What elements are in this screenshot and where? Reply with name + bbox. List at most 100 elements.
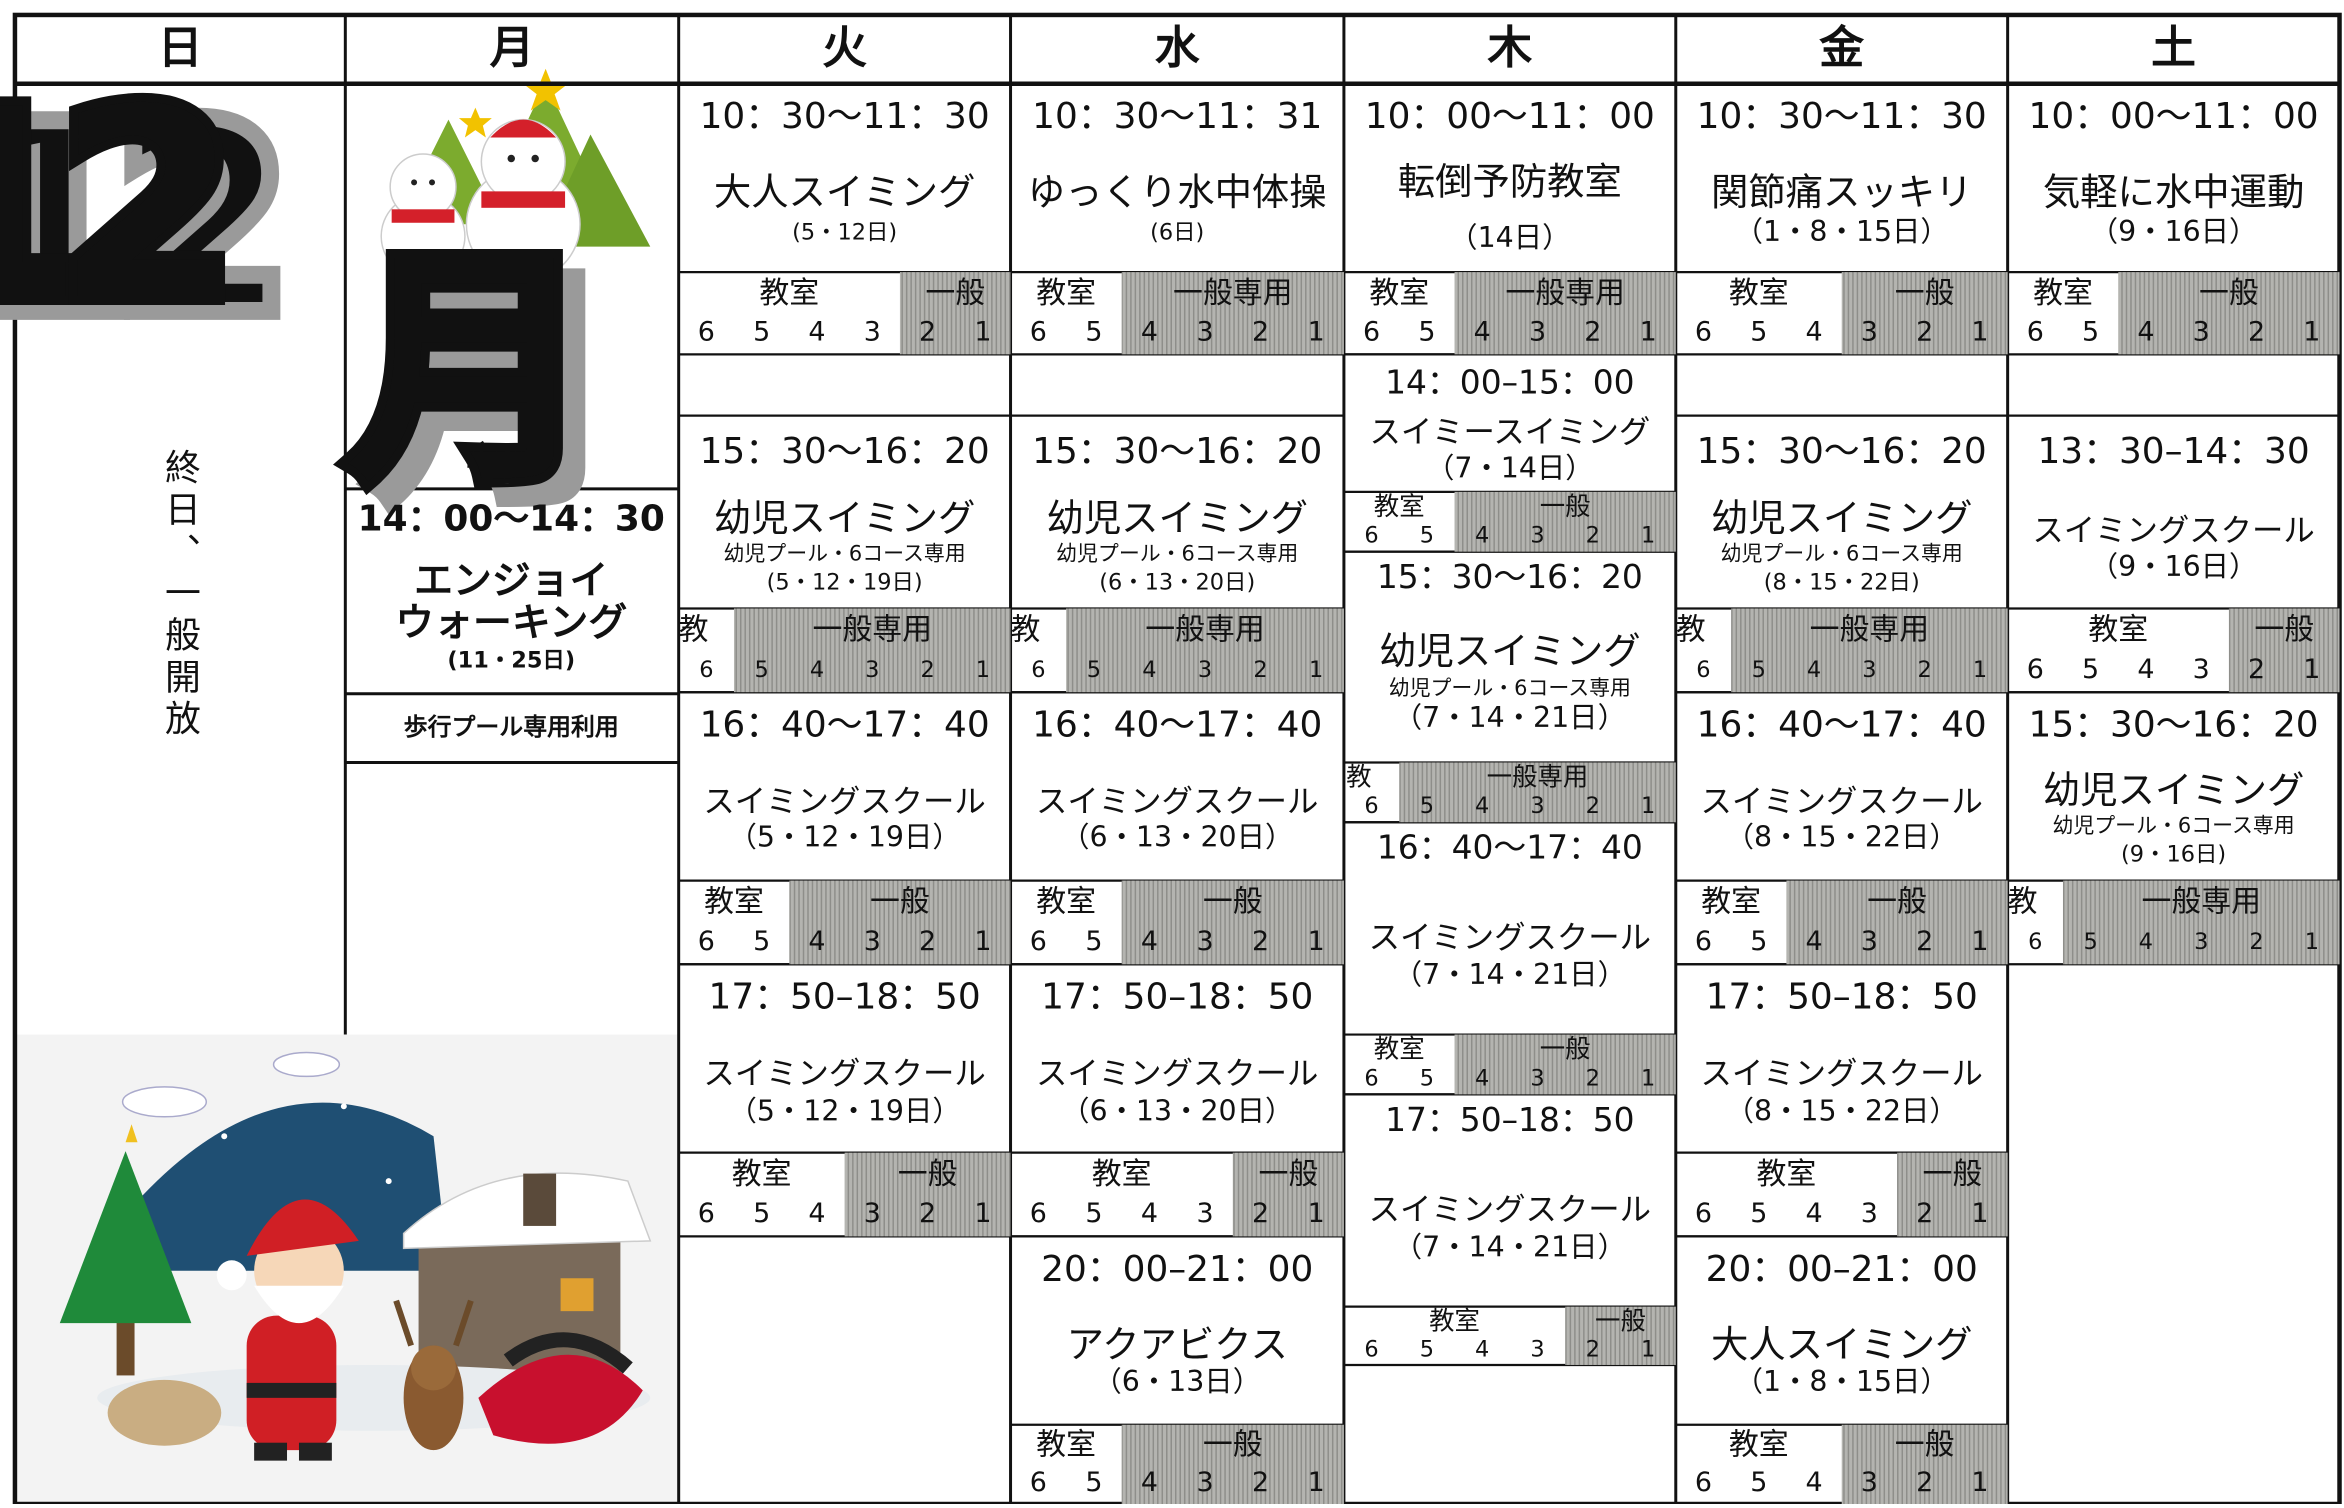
general-label: 一般 [1540, 1034, 1591, 1064]
classroom-label: 教室 [1374, 1034, 1425, 1064]
classroom-label: 教 [2008, 885, 2038, 920]
class-title: 転倒予防教室 [1398, 159, 1622, 203]
class-time: 16：40～17：40 [700, 705, 990, 746]
lane-number: 1 [974, 1198, 991, 1229]
lane-number: 6 [1695, 1198, 1712, 1229]
class-title: スイミングスクール [1701, 1056, 1983, 1092]
lane-number: 1 [1971, 926, 1988, 957]
class-time: 17：50–18：50 [1041, 977, 1313, 1018]
general-label: 一般 [898, 1157, 958, 1192]
general-lanes [899, 272, 1011, 355]
general-lanes [1786, 880, 2008, 965]
classroom-label: 教室 [1369, 276, 1429, 311]
lane-number: 1 [1641, 523, 1655, 549]
class-time: 16：40～17：40 [1697, 705, 1987, 746]
class-time: 15：30～16：20 [1697, 431, 1987, 472]
class-title: スイミングスクール [1701, 784, 1983, 820]
lane-number: 4 [808, 316, 825, 347]
class-title: スイミングスクール [2032, 513, 2314, 549]
general-label: 一般専用 [1505, 276, 1625, 311]
class-title: 大人スイミング [714, 170, 976, 214]
lane-number: 1 [2305, 929, 2319, 955]
class-dates: （6・13・20日） [1061, 1094, 1293, 1127]
class-dates: (8・15・22日) [1764, 570, 1920, 596]
general-lanes [1121, 272, 1344, 355]
lane-number: 4 [1141, 1198, 1158, 1229]
lane-number: 2 [1252, 316, 1269, 347]
lane-number: 1 [1641, 793, 1655, 819]
classroom-label: 教 [1346, 762, 1371, 792]
lane-number: 5 [753, 316, 770, 347]
lane-number: 1 [2303, 654, 2320, 685]
lane-number: 5 [1418, 316, 1435, 347]
lane-number: 3 [1530, 793, 1544, 819]
general-label: 一般 [1203, 885, 1263, 920]
general-lanes [1232, 1152, 1344, 1237]
general-lanes [1841, 272, 2008, 355]
class-dates: （8・15・22日） [1726, 1094, 1958, 1127]
lane-number: 4 [1141, 926, 1158, 957]
classroom-label: 教室 [1092, 1157, 1152, 1192]
general-lanes [1841, 1424, 2008, 1504]
classroom-label: 教室 [1757, 1157, 1817, 1192]
class-time: 10：30～11：30 [1697, 96, 1987, 137]
lane-number: 3 [864, 1198, 881, 1229]
general-lanes [2228, 608, 2340, 693]
general-lanes [1731, 608, 2008, 693]
lane-number: 2 [919, 926, 936, 957]
lane-number: 2 [1918, 657, 1932, 683]
class-title: 幼児スイミング [714, 496, 976, 540]
class-title: 関節痛スッキリ [1711, 170, 1973, 214]
santa-illustration [14, 1034, 679, 1504]
lane-number: 2 [1584, 316, 1601, 347]
lane-number: 5 [1420, 1065, 1434, 1091]
general-lanes [1121, 1424, 1344, 1504]
lane-number: 4 [1807, 657, 1821, 683]
lane-number: 4 [2137, 316, 2154, 347]
lane-number: 2 [919, 316, 936, 347]
lane-number: 4 [2139, 929, 2153, 955]
lane-number: 5 [1750, 1198, 1767, 1229]
snowman-illustration [380, 68, 651, 282]
lane-number: 2 [1252, 1198, 1269, 1229]
class-time: 17：50–18：50 [709, 977, 981, 1018]
classroom-label: 教室 [2088, 613, 2148, 648]
class-title: スイミングスクール [703, 1056, 985, 1092]
lane-number: 6 [698, 926, 715, 957]
class-dates: (6・13・20日) [1099, 570, 1255, 596]
lane-number: 5 [1420, 793, 1434, 819]
class-title: スイミングスクール [1036, 784, 1318, 820]
lane-number: 2 [1586, 793, 1600, 819]
lane-number: 3 [1861, 926, 1878, 957]
lane-number: 3 [1196, 1467, 1213, 1498]
class-subtitle: 幼児プール・6コース専用 [2052, 814, 2294, 838]
general-lanes [844, 1152, 1011, 1237]
general-lanes [1565, 1306, 1676, 1365]
lane-number: 5 [1085, 1467, 1102, 1498]
lane-number: 5 [1420, 1336, 1434, 1362]
lane-number: 2 [2249, 929, 2263, 955]
class-subtitle: 幼児プール・6コース専用 [1389, 676, 1631, 700]
lane-number: 6 [2027, 316, 2044, 347]
class-title: スイミングスクール [1036, 1056, 1318, 1092]
class-dates: (6日) [1150, 220, 1204, 246]
lane-number: 3 [865, 657, 879, 683]
general-label: 一般専用 [1487, 762, 1589, 792]
lane-number: 5 [1750, 926, 1767, 957]
lane-number: 6 [1030, 316, 1047, 347]
class-dates: (5・12・19日) [767, 570, 923, 596]
general-label: 一般 [1895, 276, 1955, 311]
class-title: 大人スイミング [1711, 1323, 1973, 1367]
lane-number: 4 [2137, 654, 2154, 685]
lane-number: 4 [1475, 793, 1489, 819]
general-label: 一般 [1895, 1428, 1955, 1463]
class-title: 幼児スイミング [1711, 496, 1973, 540]
class-time: 10：00～11：00 [2029, 96, 2319, 137]
lane-number: 5 [755, 657, 769, 683]
day-header: 月 [490, 21, 535, 74]
class-subtitle: 幼児プール・6コース専用 [724, 542, 966, 566]
classroom-label: 教室 [704, 885, 764, 920]
month-unit: 月 [348, 228, 595, 515]
lane-number: 5 [2083, 929, 2097, 955]
general-label: 一般 [870, 885, 930, 920]
